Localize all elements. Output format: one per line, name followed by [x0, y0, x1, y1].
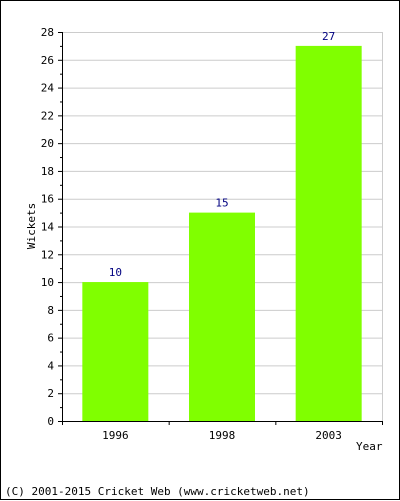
y-tick-label: 2 [47, 387, 54, 400]
x-tick-label: 1996 [102, 429, 129, 442]
y-tick-label: 12 [41, 248, 54, 261]
y-axis-title: Wickets [25, 203, 38, 249]
data-label: 27 [322, 30, 335, 43]
x-tick-label: 1998 [209, 429, 236, 442]
bar-2003 [295, 45, 362, 422]
y-tick-label: 10 [41, 276, 54, 289]
x-axis-title: Year [356, 440, 383, 453]
y-tick-label: 0 [47, 415, 54, 428]
y-tick-label: 24 [41, 82, 55, 95]
y-tick-label: 18 [41, 165, 54, 178]
x-tick-labels: 1996 1998 2003 [102, 429, 342, 442]
y-tick-label: 16 [41, 193, 54, 206]
data-label: 10 [109, 266, 122, 279]
y-tick-label: 4 [47, 359, 54, 372]
y-tick-label: 14 [41, 221, 55, 234]
y-tick-label: 6 [47, 332, 54, 345]
data-labels: 10 15 27 [109, 30, 336, 279]
x-tick-label: 2003 [315, 429, 342, 442]
bar-1996 [82, 282, 149, 421]
bar-1998 [189, 212, 255, 421]
y-tick-label: 28 [41, 26, 54, 39]
y-tick-label: 8 [47, 304, 54, 317]
y-tick-label: 26 [41, 54, 54, 67]
y-tick-label: 22 [41, 109, 54, 122]
data-label: 15 [215, 197, 228, 210]
axes [58, 32, 383, 425]
y-tick-label: 20 [41, 137, 54, 150]
copyright-text: (C) 2001-2015 Cricket Web (www.cricketwe… [5, 485, 310, 498]
bars [82, 45, 362, 422]
